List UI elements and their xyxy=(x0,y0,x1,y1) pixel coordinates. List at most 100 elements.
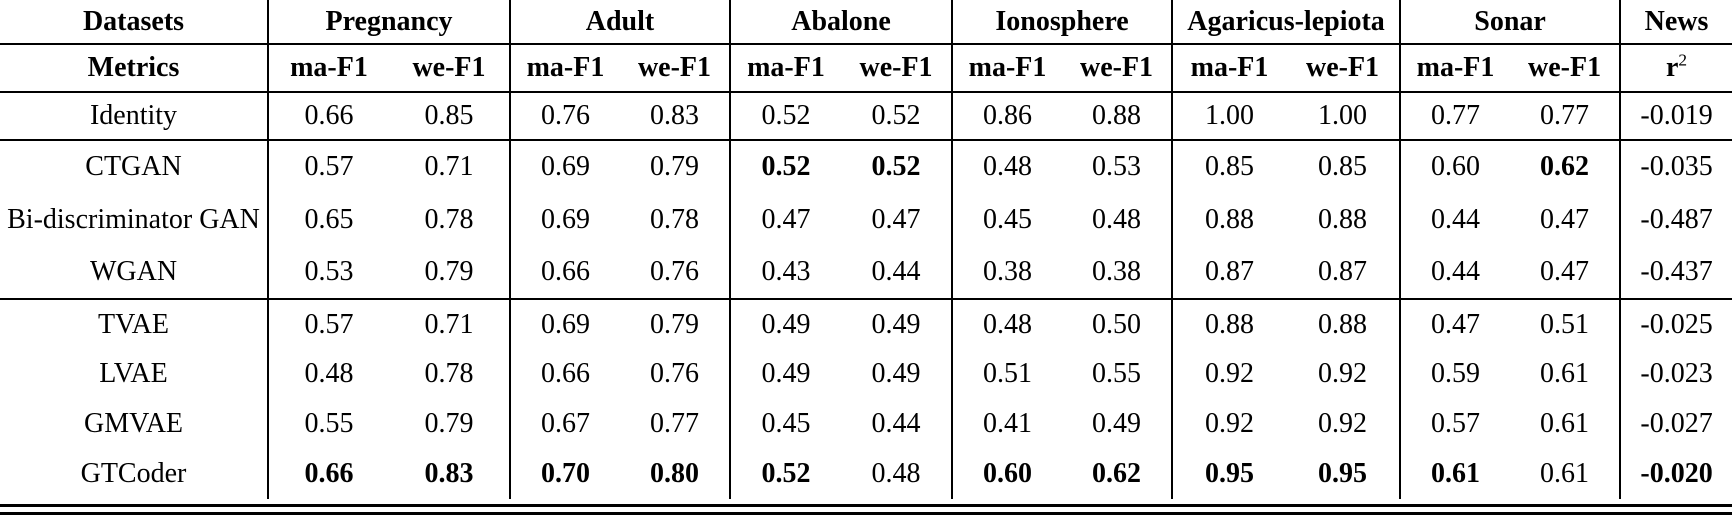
value-cell: 0.57 xyxy=(1431,408,1481,439)
value-cell: 0.44 xyxy=(1400,246,1511,300)
value-cell: -0.023 xyxy=(1640,358,1713,389)
value-cell: 0.52 xyxy=(761,458,811,489)
value-cell: 0.49 xyxy=(841,349,954,399)
value-cell: 0.49 xyxy=(1062,399,1174,449)
value-cell: 0.48 xyxy=(1062,193,1174,246)
value-cell: 0.79 xyxy=(389,399,511,449)
value-cell: 0.87 xyxy=(1172,246,1287,300)
value-cell: 0.43 xyxy=(730,246,841,300)
table-row-ctgan: CTGAN 0.57 0.71 0.69 0.79 0.52 0.52 0.48 0.53 0.8… xyxy=(0,140,1732,193)
value-cell: 0.45 xyxy=(761,408,811,439)
value-cell: 0.53 xyxy=(268,246,389,300)
value-cell: 0.95 xyxy=(1205,458,1255,489)
value-cell: 0.92 xyxy=(1286,349,1402,399)
metric-r-squared: r2 xyxy=(1620,44,1732,93)
value-cell: 0.88 xyxy=(1062,92,1174,141)
row-label: GMVAE xyxy=(0,399,269,449)
row-label: Bi-discriminator GAN xyxy=(0,193,269,246)
value-cell: 0.80 xyxy=(620,449,731,499)
value-cell: 0.71 xyxy=(389,299,511,349)
metric-we-f1: we-F1 xyxy=(620,44,731,93)
value-cell: 0.65 xyxy=(304,203,354,235)
value-cell: 0.61 xyxy=(1510,349,1622,399)
value-cell: 0.87 xyxy=(1286,246,1402,300)
header-group-adult: Adult xyxy=(510,0,731,45)
table-row-gtcoder: GTCoder 0.66 0.83 0.70 0.80 0.52 0.48 0.60 0.62 0… xyxy=(0,449,1732,499)
value-cell: 0.44 xyxy=(1431,203,1481,235)
value-cell: 0.88 xyxy=(1205,308,1255,340)
metric-ma-f1: ma-F1 xyxy=(1172,44,1287,93)
table-row-lvae: LVAE 0.48 0.78 0.66 0.76 0.49 0.49 0.51 0.55 0.92… xyxy=(0,349,1732,399)
value-cell: 0.92 xyxy=(1205,358,1255,389)
table-row-tvae: TVAE 0.57 0.71 0.69 0.79 0.49 0.49 0.48 0.50 0.88… xyxy=(0,299,1732,349)
value-cell: 0.77 xyxy=(620,399,731,449)
value-cell: 0.66 xyxy=(304,458,354,489)
value-cell: 0.88 xyxy=(1286,193,1402,246)
value-cell: 0.47 xyxy=(1510,246,1622,300)
metric-ma-f1: ma-F1 xyxy=(268,44,389,93)
row-label: WGAN xyxy=(0,246,269,300)
value-cell: 0.57 xyxy=(304,308,354,340)
value-cell: 0.45 xyxy=(983,203,1033,235)
value-cell: 0.47 xyxy=(1510,193,1622,246)
value-cell: 0.60 xyxy=(1431,151,1481,182)
value-cell: 0.47 xyxy=(841,193,954,246)
value-cell: 0.62 xyxy=(1062,449,1174,499)
header-group-news: News xyxy=(1620,0,1732,45)
value-cell: 0.76 xyxy=(510,92,620,141)
value-cell: 0.61 xyxy=(1510,399,1622,449)
value-cell: 0.66 xyxy=(268,92,389,141)
value-cell: 0.76 xyxy=(620,246,731,300)
table-row-identity: Identity 0.66 0.85 0.76 0.83 0.52 0.52 0.86 0.88… xyxy=(0,92,1732,141)
value-cell: 0.61 xyxy=(1510,449,1622,499)
value-cell: 0.79 xyxy=(620,299,731,349)
value-cell: 0.76 xyxy=(620,349,731,399)
value-cell: 0.49 xyxy=(841,299,954,349)
value-cell: 0.50 xyxy=(1062,299,1174,349)
value-cell: -0.437 xyxy=(1620,246,1732,300)
value-cell: 0.61 xyxy=(1431,458,1481,489)
value-cell: 0.38 xyxy=(1062,246,1174,300)
value-cell: 0.78 xyxy=(620,193,731,246)
table-row-wgan: WGAN 0.53 0.79 0.66 0.76 0.43 0.44 0.38 0.38 0.87… xyxy=(0,246,1732,300)
header-metrics-row: Metrics ma-F1 we-F1 ma-F1 we-F1 ma-F1 we… xyxy=(0,44,1732,93)
value-cell: 0.52 xyxy=(841,140,954,193)
value-cell: 0.62 xyxy=(1510,140,1622,193)
value-cell: 0.55 xyxy=(1062,349,1174,399)
row-label: TVAE xyxy=(0,299,269,349)
results-table: Datasets Pregnancy Adult Abalone Ionosph… xyxy=(0,0,1732,499)
header-group-abalone: Abalone xyxy=(730,0,954,45)
header-metrics-label: Metrics xyxy=(0,44,269,93)
value-cell: 0.92 xyxy=(1286,399,1402,449)
value-cell: 0.69 xyxy=(541,151,590,182)
value-cell: 0.85 xyxy=(1286,140,1402,193)
table-row-bi-discriminator-gan: Bi-discriminator GAN 0.65 0.78 0.69 0.78 0.47… xyxy=(0,193,1732,246)
value-cell: 0.48 xyxy=(983,151,1033,182)
metric-ma-f1: ma-F1 xyxy=(952,44,1063,93)
row-label: LVAE xyxy=(0,349,269,399)
value-cell: 0.52 xyxy=(841,92,954,141)
value-cell: 0.92 xyxy=(1205,408,1255,439)
value-cell: 0.83 xyxy=(389,449,511,499)
value-cell: 0.59 xyxy=(1431,358,1481,389)
value-cell: 0.52 xyxy=(761,151,811,182)
value-cell: 1.00 xyxy=(1172,92,1287,141)
value-cell: 0.86 xyxy=(952,92,1063,141)
value-cell: 0.47 xyxy=(1431,308,1481,340)
header-group-sonar: Sonar xyxy=(1400,0,1622,45)
value-cell: 0.71 xyxy=(389,140,511,193)
value-cell: 0.69 xyxy=(541,308,590,340)
metric-we-f1: we-F1 xyxy=(841,44,954,93)
value-cell: -0.035 xyxy=(1640,151,1713,182)
value-cell: 0.95 xyxy=(1286,449,1402,499)
value-cell: 0.85 xyxy=(389,92,511,141)
value-cell: 0.78 xyxy=(389,193,511,246)
row-label: Identity xyxy=(0,92,269,141)
value-cell: 0.67 xyxy=(541,408,590,439)
value-cell: -0.487 xyxy=(1640,203,1713,235)
metric-ma-f1: ma-F1 xyxy=(730,44,841,93)
value-cell: 0.77 xyxy=(1510,92,1622,141)
header-group-agaricus-lepiota: Agaricus-lepiota xyxy=(1172,0,1402,45)
value-cell: 0.55 xyxy=(304,408,354,439)
value-cell: 0.85 xyxy=(1205,151,1255,182)
